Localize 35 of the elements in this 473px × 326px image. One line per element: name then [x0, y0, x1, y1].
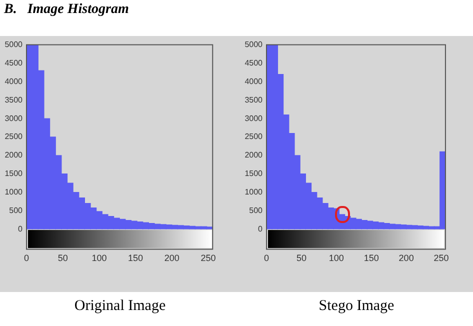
- text: Stego Image: [318, 298, 396, 315]
- chart-title: B. Image Histogram: [4, 2, 129, 18]
- x-tick-label: 200: [164, 253, 180, 264]
- y-tick-label: 500: [9, 206, 24, 215]
- x-tick-label: 50: [296, 253, 306, 264]
- y-tick-label: 3000: [4, 114, 24, 123]
- y-tick-label: 500: [249, 206, 264, 215]
- x-tick-label: 200: [398, 253, 414, 264]
- y-tick-label: 1500: [4, 169, 24, 178]
- y-tick-label: 1000: [244, 188, 264, 197]
- y-tick-label: 0: [258, 224, 264, 234]
- y-tick-label: 5000: [244, 40, 264, 50]
- x-tick-label: 150: [128, 253, 144, 264]
- y-tick-label: 1000: [4, 188, 24, 197]
- y-tick-label: 0: [18, 224, 24, 234]
- y-tick-label: 5000: [4, 40, 24, 50]
- y-tick-label: 4500: [244, 58, 264, 68]
- y-tick-label: 2000: [4, 150, 24, 160]
- y-tick-label: 2000: [244, 150, 264, 160]
- y-tick-label: 2500: [244, 132, 264, 142]
- y-tick-label: 3500: [4, 95, 24, 104]
- y-tick-label: 3500: [244, 95, 264, 104]
- x-tick-label: 250: [200, 253, 216, 264]
- x-tick-label: 50: [58, 253, 68, 264]
- x-tick-label: 150: [364, 253, 379, 264]
- y-tick-label: 4000: [244, 76, 264, 86]
- y-tick-label: 2500: [4, 132, 24, 142]
- x-tick-label: 100: [328, 253, 344, 264]
- text: Original Image: [73, 298, 167, 315]
- x-tick-label: 250: [434, 253, 449, 264]
- y-tick-label: 4500: [4, 58, 24, 68]
- y-tick-label: 1500: [244, 169, 264, 178]
- y-tick-label: 4000: [4, 76, 24, 86]
- x-tick-label: 100: [92, 253, 107, 264]
- y-tick-label: 3000: [244, 114, 264, 123]
